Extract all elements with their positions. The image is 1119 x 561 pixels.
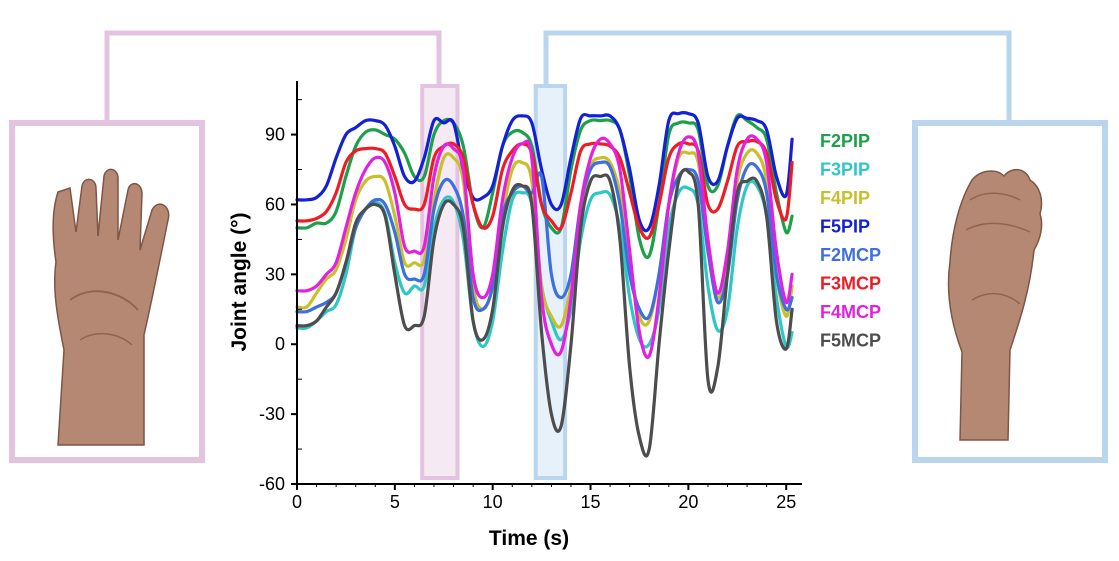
- legend-label-f2mcp: F2MCP: [820, 245, 881, 265]
- y-tick-label: -60: [259, 474, 285, 494]
- y-axis-title: Joint angle (°): [228, 212, 251, 351]
- x-tick-label: 15: [581, 492, 601, 512]
- legend: F2PIP F3PIP F4PIP F5PIP F2MCP F3MCP F4MCP F5MCP: [820, 131, 881, 351]
- y-tick-label: 0: [275, 334, 285, 354]
- x-tick-label: 0: [292, 492, 302, 512]
- series-line-f5pip: [295, 110, 794, 233]
- legend-label-f2pip: F2PIP: [820, 131, 870, 151]
- left-hand-icon: [52, 168, 170, 446]
- y-tick-label: 90: [265, 125, 285, 145]
- x-tick-label: 10: [483, 492, 503, 512]
- x-axis-title: Time (s): [489, 527, 569, 550]
- x-tick-label: 5: [390, 492, 400, 512]
- joint-angle-chart: 0 5 10 15 20 25 -60 -30 0 30 60 90 Time (s) Joint a…: [228, 81, 881, 550]
- right-hand-icon: [947, 168, 1043, 441]
- x-tick-label: 20: [678, 492, 698, 512]
- legend-label-f3mcp: F3MCP: [820, 274, 881, 294]
- legend-label-f5mcp: F5MCP: [820, 331, 881, 351]
- left-connector-line: [104, 30, 442, 121]
- series-line-f4mcp: [295, 134, 794, 359]
- legend-label-f4pip: F4PIP: [820, 188, 870, 208]
- right-hand-panel: [543, 30, 1108, 463]
- x-tick-label: 25: [776, 492, 796, 512]
- right-connector-line: [543, 30, 1012, 121]
- legend-label-f5pip: F5PIP: [820, 217, 870, 237]
- legend-label-f3pip: F3PIP: [820, 160, 870, 180]
- y-tick-label: -30: [259, 404, 285, 424]
- y-tick-label: 60: [265, 194, 285, 214]
- series-line-f5mcp: [295, 168, 794, 458]
- legend-label-f4mcp: F4MCP: [820, 302, 881, 322]
- series-line-f2mcp: [295, 160, 794, 321]
- y-tick-label: 30: [265, 264, 285, 284]
- series-line-f3mcp: [295, 138, 794, 240]
- left-hand-panel: [9, 30, 442, 463]
